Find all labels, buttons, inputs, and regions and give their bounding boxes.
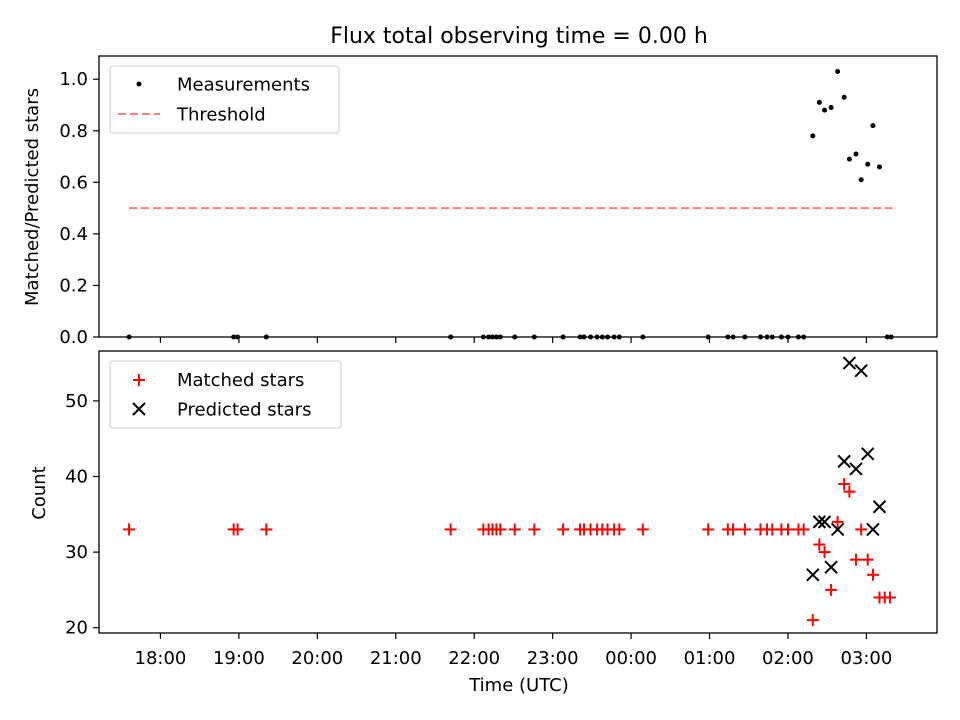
matched-star-point xyxy=(866,568,879,581)
x-tick-label: 19:00 xyxy=(213,648,265,669)
chart-title: Flux total observing time = 0.00 h xyxy=(330,24,708,49)
measurement-point xyxy=(876,164,882,170)
x-tick-label: 23:00 xyxy=(527,648,579,669)
top-y-tick-label: 0.8 xyxy=(59,121,88,142)
predicted-star-point xyxy=(849,462,863,476)
top-x-tickmarks xyxy=(159,337,868,343)
matched-star-point xyxy=(806,614,819,627)
threshold-legend-label: Threshold xyxy=(176,105,266,126)
matched-star-point xyxy=(613,523,626,536)
top-y-tick-label: 0.0 xyxy=(59,327,88,348)
measurement-point xyxy=(846,156,852,162)
measurement-point xyxy=(865,161,871,167)
predicted-stars-legend-label: Predicted stars xyxy=(177,400,311,421)
x-axis-label: Time (UTC) xyxy=(468,675,569,696)
measurement-point xyxy=(828,105,834,111)
bottom-x-ticks: 18:00 19:00 20:00 21:00 22:00 23:00 00:00 01:00… xyxy=(135,633,892,669)
matched-star-point xyxy=(260,523,273,536)
measurement-point xyxy=(841,94,847,100)
matched-star-point xyxy=(727,523,740,536)
bottom-y-tick-label: 30 xyxy=(65,542,88,563)
matched-stars-legend-label: Matched stars xyxy=(177,370,304,391)
matched-star-point xyxy=(528,523,541,536)
matched-stars-legend-marker xyxy=(133,374,145,386)
matched-star-point xyxy=(444,523,457,536)
bottom-legend-frame xyxy=(109,360,342,429)
matched-star-point xyxy=(825,583,838,596)
measurement-point xyxy=(816,99,822,105)
matched-star-point xyxy=(702,523,715,536)
measurement-point xyxy=(853,151,859,157)
x-tick-label: 00:00 xyxy=(605,648,657,669)
top-y-axis-label: Matched/Predicted stars xyxy=(22,88,43,306)
bottom-panel: 20 30 40 50 18:00 19:00 20:00 21:00 22:00 23:00 0… xyxy=(29,350,938,696)
matched-star-point xyxy=(636,523,649,536)
bottom-y-axis-label: Count xyxy=(29,466,50,519)
matched-star-point xyxy=(861,553,874,566)
top-axes-frame xyxy=(98,55,938,338)
bottom-plot-area xyxy=(123,356,896,627)
matched-star-point xyxy=(797,523,810,536)
top-y-ticks: 0.0 0.2 0.4 0.6 0.8 1.0 xyxy=(59,69,99,348)
bottom-axes-frame xyxy=(98,350,938,634)
matched-star-point xyxy=(557,523,570,536)
measurement-point xyxy=(858,177,864,183)
bottom-y-ticks: 20 30 40 50 xyxy=(65,391,99,639)
x-tick-label: 18:00 xyxy=(135,648,187,669)
predicted-star-point xyxy=(806,568,820,582)
measurement-point xyxy=(870,123,876,129)
measurement-point xyxy=(822,107,828,113)
matched-star-point xyxy=(508,523,521,536)
x-tick-label: 20:00 xyxy=(291,648,343,669)
matched-star-point xyxy=(818,546,831,559)
top-y-tick-label: 0.6 xyxy=(59,172,88,193)
top-y-tick-label: 0.2 xyxy=(59,275,88,296)
predicted-star-point xyxy=(812,515,827,529)
x-tick-label: 02:00 xyxy=(762,648,814,669)
predicted-star-point xyxy=(830,522,845,537)
matched-star-point xyxy=(883,591,896,604)
matched-star-point xyxy=(781,523,794,536)
matched-star-point xyxy=(831,515,844,528)
x-tick-label: 21:00 xyxy=(370,648,422,669)
predicted-star-point xyxy=(824,560,838,574)
predicted-star-point xyxy=(817,515,832,529)
measurements-legend-marker xyxy=(136,81,142,87)
matched-star-point xyxy=(494,523,507,536)
matched-star-point xyxy=(843,485,856,498)
predicted-star-point xyxy=(872,500,887,514)
x-tick-label: 03:00 xyxy=(840,648,892,669)
measurements-legend-label: Measurements xyxy=(177,75,310,96)
top-panel: 0.0 0.2 0.4 0.6 0.8 1.0 Matched/Predicted sta… xyxy=(22,55,938,348)
predicted-star-point xyxy=(842,356,857,370)
predicted-star-point xyxy=(866,522,880,537)
predicted-star-point xyxy=(837,454,851,469)
x-tick-label: 01:00 xyxy=(684,648,736,669)
matched-star-point xyxy=(231,523,244,536)
bottom-y-tick-label: 50 xyxy=(65,391,88,412)
bottom-legend: Matched stars Predicted stars xyxy=(109,360,342,429)
matched-star-point xyxy=(123,523,136,536)
predicted-star-point xyxy=(854,363,868,378)
measurement-point xyxy=(835,68,841,74)
measurement-point xyxy=(810,133,816,139)
x-tick-label: 22:00 xyxy=(448,648,500,669)
predicted-star-point xyxy=(861,447,875,461)
matched-star-point xyxy=(813,538,826,551)
bottom-y-tick-label: 20 xyxy=(65,618,88,639)
matched-star-point xyxy=(849,553,862,566)
predicted-stars-legend-marker xyxy=(132,402,146,416)
matched-star-point xyxy=(855,523,868,536)
top-y-tick-label: 1.0 xyxy=(59,69,88,90)
top-legend-frame xyxy=(109,65,340,134)
matched-star-point xyxy=(838,478,851,491)
bottom-y-tick-label: 40 xyxy=(65,467,88,488)
matched-star-point xyxy=(738,523,751,536)
top-y-tick-label: 0.4 xyxy=(59,224,88,245)
top-legend: Measurements Threshold xyxy=(109,65,340,134)
